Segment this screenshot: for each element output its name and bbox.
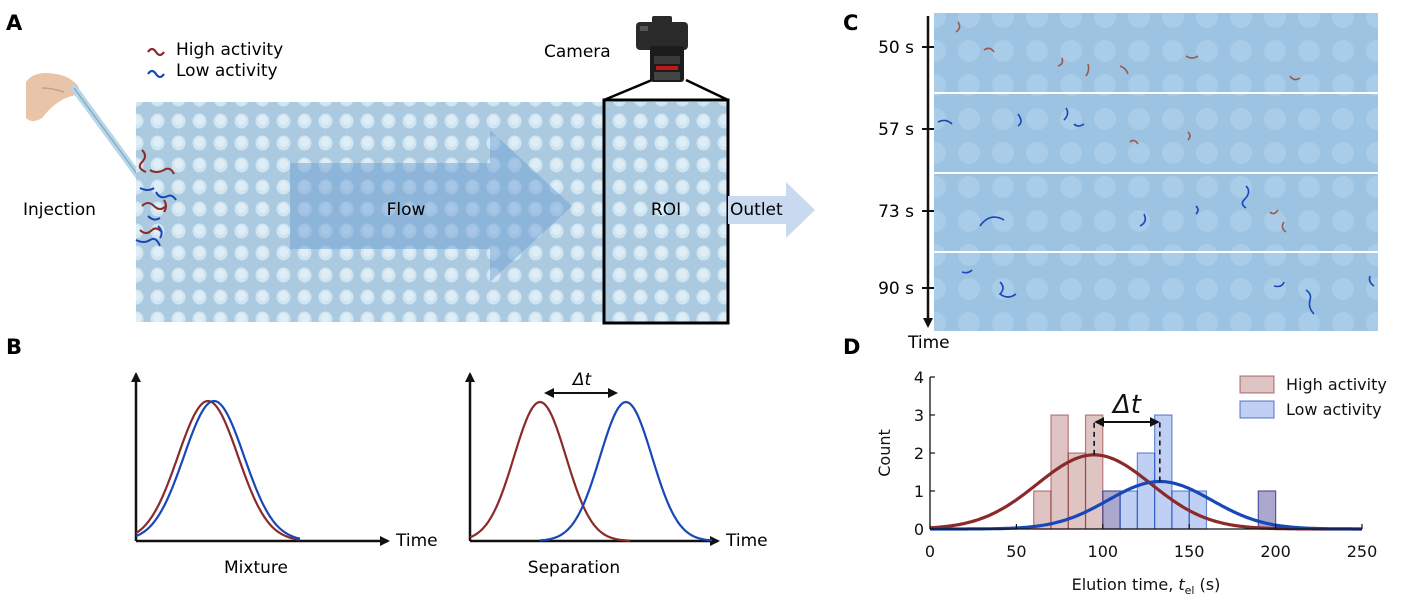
- frame-label-3: 73 s: [878, 202, 914, 222]
- roi-label: ROI: [651, 200, 681, 220]
- flow-label: Flow: [387, 200, 426, 220]
- mixture-high-curve: [135, 399, 301, 541]
- outlet-arrow: [728, 182, 815, 238]
- y-tick-label-0: 0: [914, 520, 924, 539]
- legend-low-label: Low activity: [176, 61, 278, 81]
- panel-d: D 0 50 100 150 200 250 0 1 2 3 4 Count Elution time,…: [843, 335, 1387, 595]
- panel-letter-c: C: [843, 11, 858, 35]
- panel-letter-a: A: [6, 11, 23, 35]
- panel-c: C: [843, 11, 1378, 353]
- time-axis-label: Time: [907, 333, 950, 353]
- mixture-caption: Mixture: [224, 558, 288, 578]
- bar-low-2: [1136, 452, 1156, 530]
- bar-low-3: [1154, 414, 1173, 530]
- x-tick-label-0: 0: [925, 542, 935, 561]
- tracked-swimmers: [937, 21, 1375, 315]
- x-tick-label-3: 150: [1174, 542, 1205, 561]
- x-tick-label-4: 200: [1260, 542, 1291, 561]
- x-tick-label-2: 100: [1088, 542, 1119, 561]
- flow-arrow: [290, 130, 572, 282]
- delta-t-label: Δt: [571, 370, 593, 390]
- pipette-hand-icon: [26, 73, 144, 182]
- legend-high-label: High activity: [176, 40, 283, 60]
- panel-b: B Time Mixture Time Separation Δt: [6, 335, 768, 578]
- mixture-low-curve: [135, 399, 301, 540]
- x-tick-label-1: 50: [1006, 542, 1026, 561]
- mixture-time-label: Time: [395, 531, 438, 551]
- camera-label: Camera: [544, 42, 611, 62]
- injection-label: Injection: [23, 200, 96, 220]
- y-tick-label-2: 2: [914, 444, 924, 463]
- outlet-label: Outlet: [730, 200, 783, 220]
- y-tick-label-1: 1: [914, 482, 924, 501]
- injected-swimmers: [135, 149, 177, 247]
- legend-high-wave-icon: [147, 47, 165, 57]
- camera-icon: [636, 16, 688, 82]
- panel-letter-d: D: [843, 335, 860, 359]
- legend-swatch-high: [1239, 375, 1275, 394]
- legend-label-low: Low activity: [1286, 400, 1382, 419]
- frame-label-4: 90 s: [878, 279, 914, 299]
- legend-low-wave-icon: [147, 69, 165, 79]
- x-axis-label: Elution time, tel (s): [1072, 575, 1221, 595]
- separation-caption: Separation: [528, 558, 620, 578]
- delta-t-annotation: Δt: [1111, 390, 1142, 420]
- panel-a: A High activity Low activity Injection: [6, 11, 815, 325]
- separation-time-label: Time: [725, 531, 768, 551]
- legend-label-high: High activity: [1286, 375, 1387, 394]
- y-tick-label-3: 3: [914, 406, 924, 425]
- separation-high-curve: [469, 400, 631, 542]
- separation-low-curve: [539, 400, 713, 542]
- y-axis-label: Count: [875, 429, 894, 477]
- y-tick-label-4: 4: [914, 368, 924, 387]
- frame-label-2: 57 s: [878, 120, 914, 140]
- bar-low-1: [1119, 490, 1138, 530]
- x-tick-label-5: 250: [1347, 542, 1378, 561]
- histogram-chart: 0 50 100 150 200 250 0 1 2 3 4 Count Elution time, t…: [875, 368, 1387, 595]
- frame-label-1: 50 s: [878, 38, 914, 58]
- panel-letter-b: B: [6, 335, 22, 359]
- legend-swatch-low: [1239, 400, 1275, 419]
